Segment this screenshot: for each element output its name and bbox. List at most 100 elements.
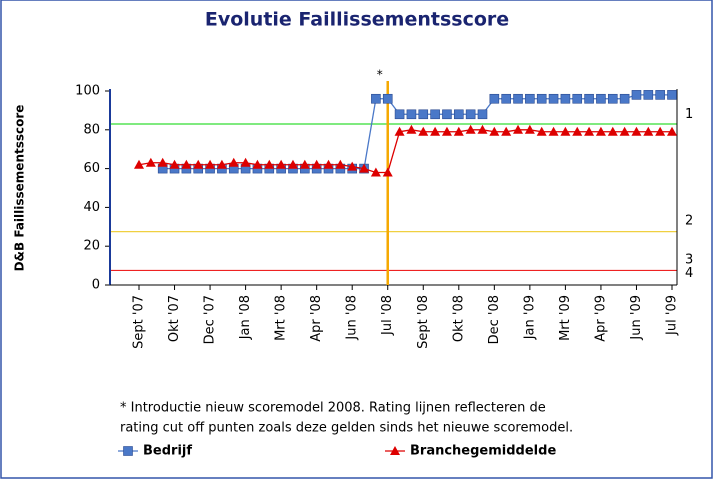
data-point — [643, 90, 654, 100]
data-point — [371, 93, 381, 104]
x-tick-label: Okt '07 — [167, 295, 182, 342]
x-tick-label: Jan '08 — [238, 295, 253, 340]
data-point — [619, 126, 630, 136]
data-point — [572, 93, 583, 104]
data-point — [477, 109, 488, 120]
data-point — [584, 126, 595, 136]
data-point — [347, 161, 358, 171]
data-point — [430, 126, 441, 136]
x-tick-label: Apr '09 — [593, 295, 608, 342]
data-point — [477, 124, 488, 134]
legend-symbol — [390, 446, 400, 455]
data-point — [276, 159, 287, 169]
data-point — [418, 109, 429, 120]
data-point — [370, 167, 381, 177]
footnote: rating cut off punten zoals deze gelden … — [120, 421, 573, 436]
x-tick-label: Mrt '08 — [274, 295, 289, 341]
data-point — [359, 163, 370, 173]
data-point — [513, 93, 523, 104]
data-point — [536, 126, 547, 136]
rating-zone-label: 4 — [685, 266, 693, 281]
footnote: * Introductie nieuw scoremodel 2008. Rat… — [120, 401, 546, 416]
data-point — [406, 109, 417, 120]
data-point — [430, 109, 440, 120]
data-point — [465, 124, 476, 134]
rating-zone-label: 1 — [685, 107, 693, 122]
data-point — [560, 126, 571, 136]
data-point — [382, 93, 393, 104]
data-point — [524, 124, 535, 134]
data-point — [513, 124, 524, 134]
data-point — [596, 93, 606, 104]
data-point — [489, 93, 500, 104]
legend-label: Branchegemiddelde — [410, 444, 556, 459]
data-point — [299, 159, 310, 169]
data-point — [465, 109, 476, 120]
data-point — [157, 157, 168, 167]
data-point — [501, 126, 512, 136]
data-point — [311, 159, 322, 169]
data-point — [667, 90, 677, 100]
data-point — [631, 126, 642, 136]
data-point — [572, 126, 583, 136]
x-tick-label: Sept '07 — [132, 295, 147, 349]
y-tick-label: 60 — [83, 161, 100, 176]
data-point — [548, 126, 559, 136]
data-point — [619, 93, 630, 104]
data-point — [441, 126, 452, 136]
x-tick-label: Dec '07 — [203, 295, 218, 344]
data-point — [193, 159, 204, 169]
y-tick-label: 0 — [92, 278, 100, 293]
chart-title: Evolutie Faillissementsscore — [205, 9, 509, 31]
data-point — [655, 126, 666, 136]
data-point — [442, 109, 452, 120]
data-point — [631, 90, 642, 100]
marker-label: * — [377, 68, 383, 82]
data-point — [394, 109, 405, 120]
data-point — [607, 93, 618, 104]
data-point — [501, 93, 511, 104]
y-tick-label: 100 — [75, 84, 100, 99]
series-line — [138, 129, 672, 174]
x-tick-label: Okt '08 — [451, 295, 466, 342]
data-point — [181, 159, 192, 169]
data-point — [607, 126, 618, 136]
data-point — [240, 157, 251, 167]
x-tick-label: Jan '09 — [522, 295, 537, 340]
x-tick-label: Mrt '09 — [558, 295, 573, 341]
data-point — [169, 159, 180, 169]
data-point — [323, 159, 334, 169]
data-point — [335, 159, 346, 169]
data-point — [382, 167, 393, 177]
x-tick-label: Jun '09 — [629, 295, 644, 341]
data-point — [525, 93, 535, 104]
x-tick-label: Dec '08 — [487, 295, 502, 344]
y-tick-label: 40 — [83, 200, 100, 215]
x-tick-label: Jul '09 — [665, 295, 680, 336]
data-point — [453, 126, 464, 136]
data-point — [134, 159, 144, 169]
data-point — [595, 126, 606, 136]
y-tick-label: 80 — [83, 122, 100, 137]
legend-symbol — [123, 446, 133, 456]
x-tick-label: Apr '08 — [309, 295, 324, 342]
data-point — [536, 93, 547, 104]
data-point — [394, 126, 405, 136]
rating-zone-label: 2 — [685, 213, 693, 228]
rating-zone-label: 3 — [685, 252, 693, 267]
data-point — [406, 124, 417, 134]
data-point — [643, 126, 654, 136]
data-point — [418, 126, 429, 136]
y-axis-label: D&B Faillissementsscore — [13, 105, 27, 272]
data-point — [205, 159, 216, 169]
x-tick-label: Jul '08 — [380, 295, 395, 336]
data-point — [453, 109, 464, 120]
data-point — [216, 159, 227, 169]
x-tick-label: Sept '08 — [416, 295, 431, 349]
data-point — [548, 93, 559, 104]
data-point — [264, 159, 275, 169]
data-point — [287, 159, 298, 169]
data-point — [655, 90, 665, 100]
x-tick-label: Jun '08 — [345, 295, 360, 341]
